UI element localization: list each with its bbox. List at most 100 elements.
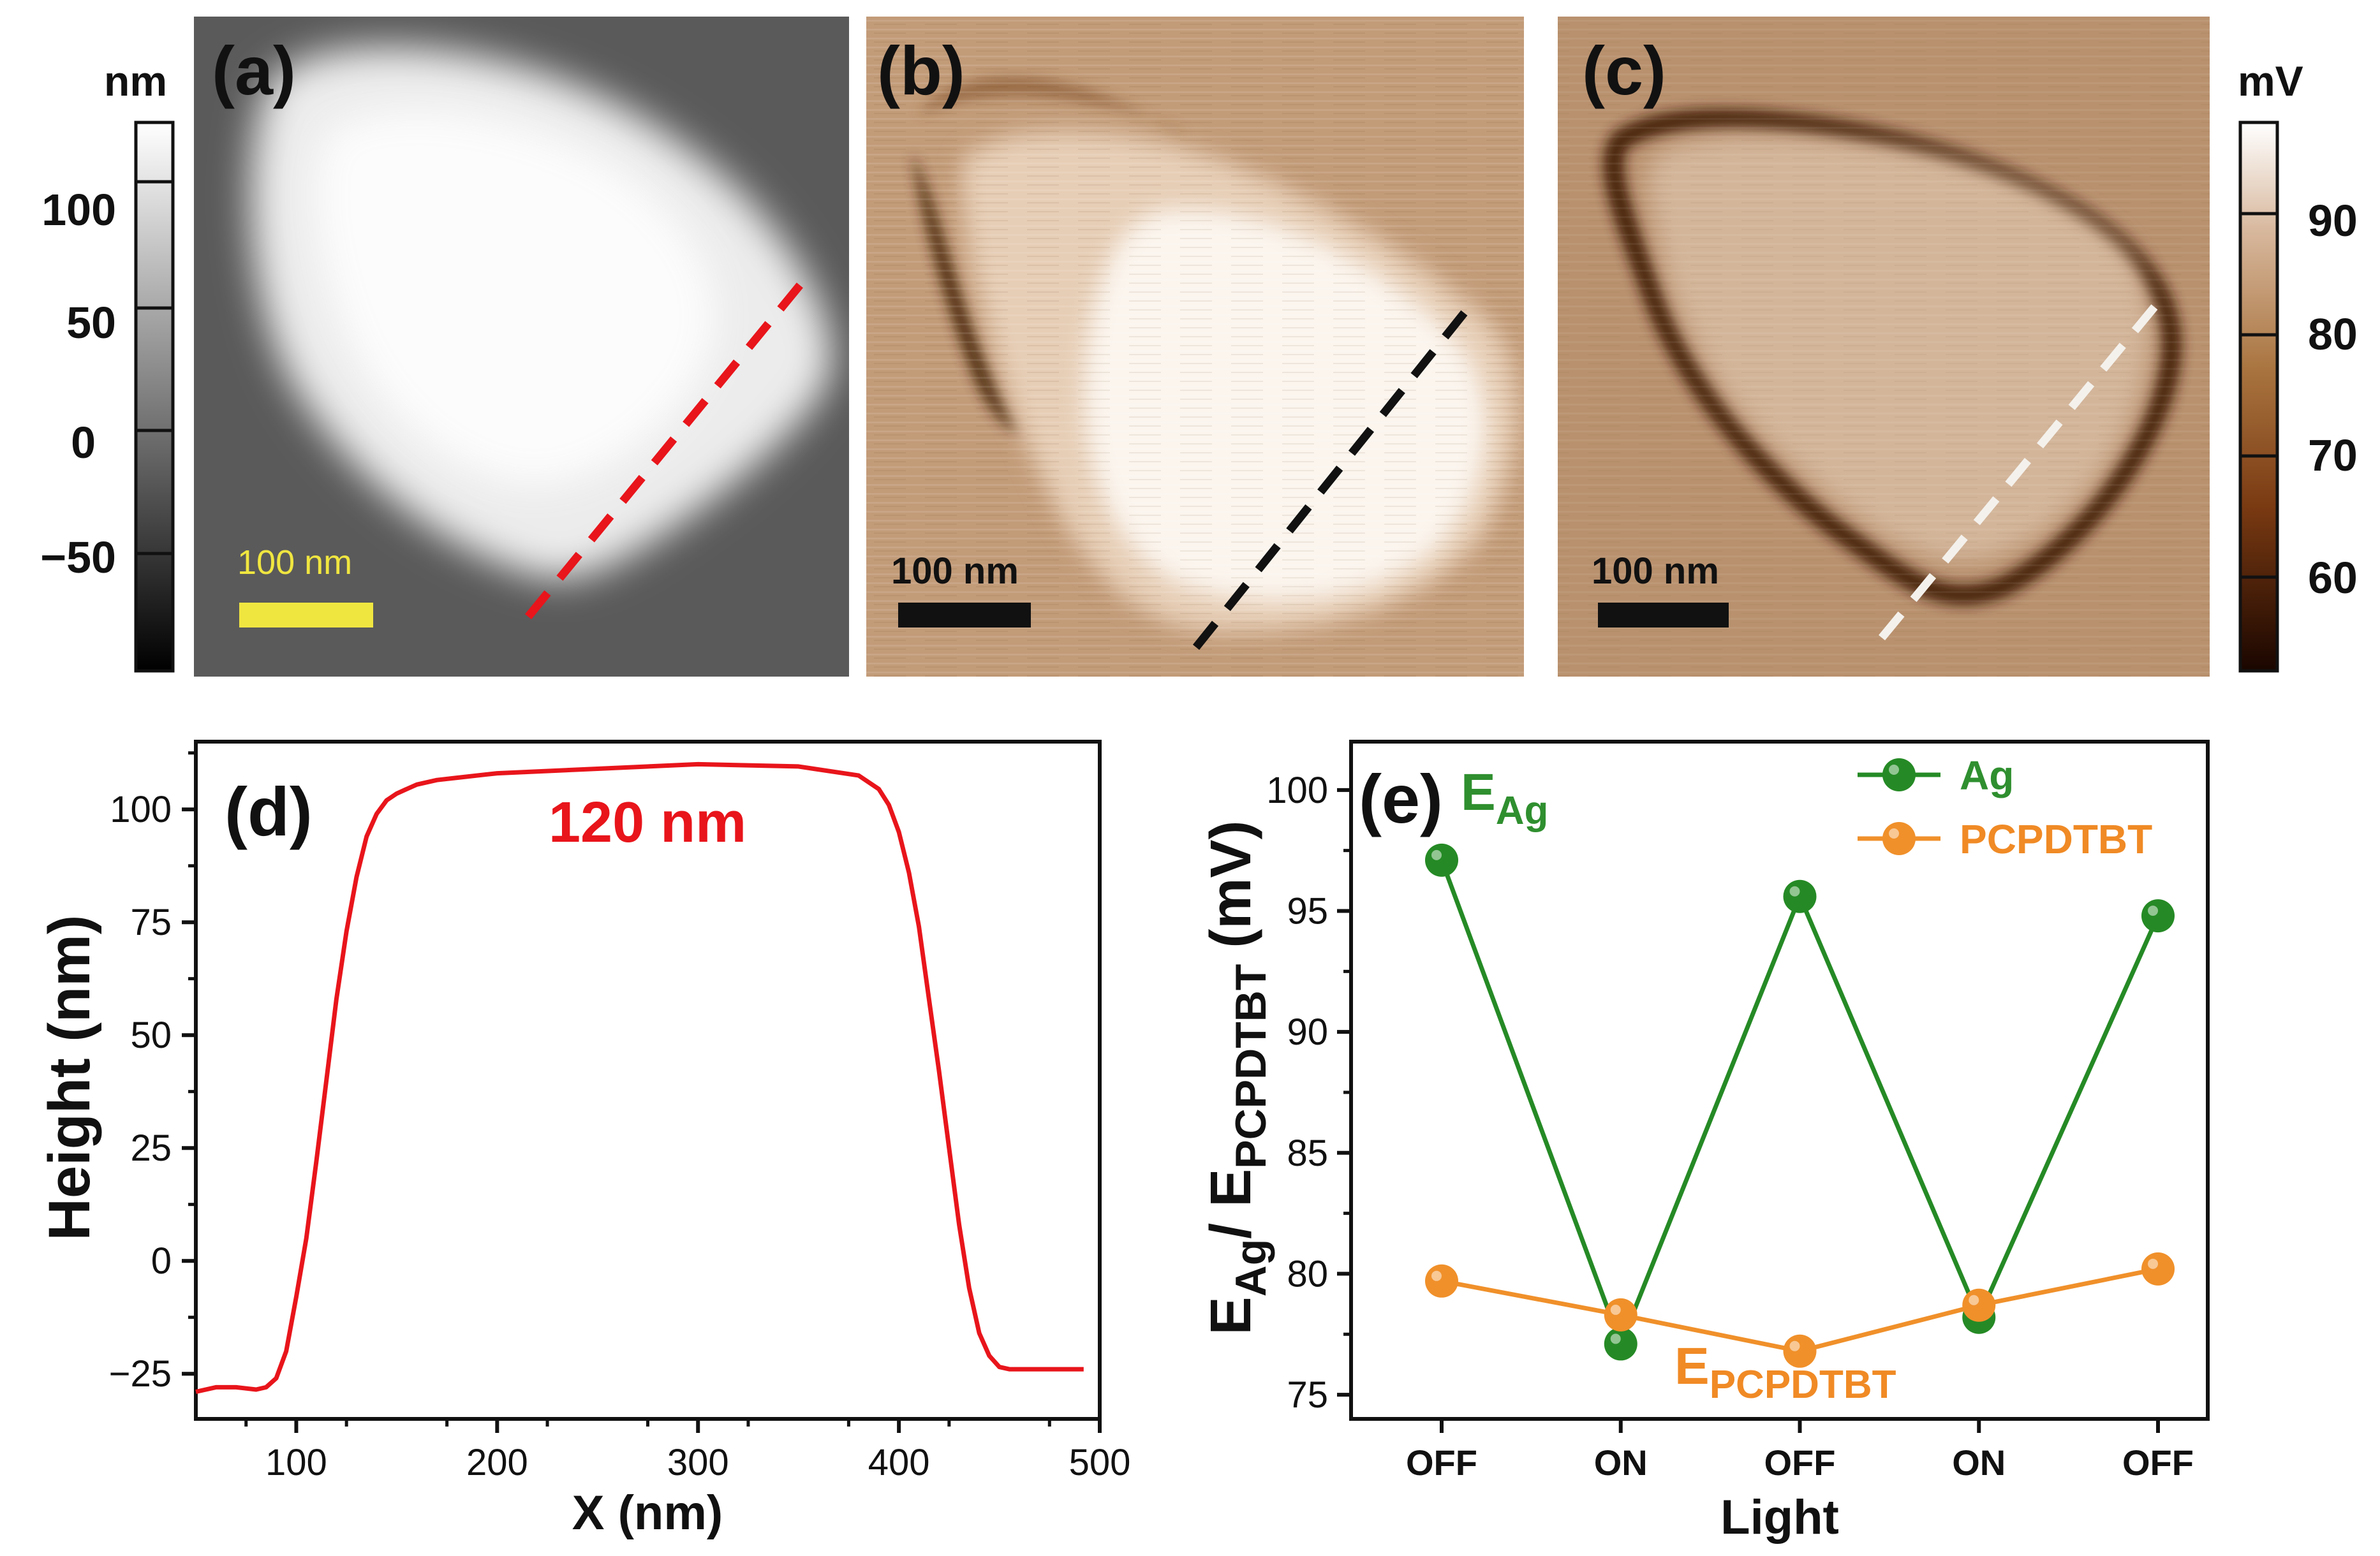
particle-top-highlight bbox=[314, 110, 716, 485]
panel-b: (b) 100 nm bbox=[866, 17, 1524, 677]
chart-e-line-ag bbox=[1439, 859, 2161, 1351]
chart-d-ytick-label: −25 bbox=[109, 1353, 172, 1395]
chart-e-point-highlight bbox=[1610, 1304, 1621, 1315]
chart-e-panel-label: (e) bbox=[1359, 760, 1443, 837]
chart-d-xtick-label: 200 bbox=[466, 1442, 528, 1483]
chart-e-point-highlight bbox=[1431, 849, 1442, 860]
chart-d-xtick-label: 100 bbox=[265, 1442, 327, 1483]
chart-e-xtick-label: ON bbox=[1952, 1442, 2006, 1483]
colorbar-height-unit: nm bbox=[104, 57, 167, 105]
colorbar-potential: mV 90 80 70 60 bbox=[2238, 57, 2358, 673]
colorbar-height-bar bbox=[134, 121, 175, 673]
chart-e-point-pcpdtbt bbox=[1962, 1288, 1996, 1322]
chart-e-ylabel-e: E bbox=[1199, 1296, 1263, 1335]
chart-e-ytick-label: 85 bbox=[1287, 1133, 1328, 1174]
chart-e-point-highlight bbox=[2148, 906, 2158, 916]
chart-e-annotation-pcp-sub: PCPDTBT bbox=[1710, 1363, 1896, 1407]
chart-e-annotation-ag-sub: Ag bbox=[1496, 789, 1549, 833]
chart-e-annotation-pcp-e: E bbox=[1674, 1337, 1710, 1395]
chart-e-xtick-label: OFF bbox=[2122, 1442, 2194, 1483]
panel-b-scalebar bbox=[898, 603, 1031, 628]
colorbar-potential-tick-80: 80 bbox=[2308, 309, 2358, 359]
colorbar-potential-unit: mV bbox=[2238, 57, 2303, 105]
colorbar-potential-bar bbox=[2238, 121, 2279, 673]
chart-e-ticks: OFF ON OFF ON OFF 75 80 85 90 95 100 bbox=[1266, 770, 2194, 1483]
chart-e-xtick-label: ON bbox=[1594, 1442, 1648, 1483]
panel-a-scalebar-label: 100 nm bbox=[237, 543, 352, 582]
chart-e-ylabel-mid: / E bbox=[1199, 1169, 1263, 1239]
panel-b-scan-lines bbox=[866, 17, 1524, 677]
chart-d-annotation: 120 nm bbox=[549, 791, 746, 855]
chart-d-ytick-label: 100 bbox=[110, 789, 172, 830]
chart-e-ylabel-sub-ag: Ag bbox=[1227, 1239, 1275, 1297]
legend-pcp-label: PCPDTBT bbox=[1960, 816, 2152, 862]
chart-e-point-highlight bbox=[1610, 1333, 1621, 1344]
chart-e-series bbox=[1425, 843, 2175, 1368]
panel-c-scalebar-label: 100 nm bbox=[1592, 550, 1719, 592]
chart-e-point-highlight bbox=[1431, 1270, 1442, 1281]
colorbar-height-tick-50: 50 bbox=[66, 298, 116, 348]
chart-d-ylabel: Height (nm) bbox=[37, 914, 102, 1240]
chart-e-point-ag bbox=[1604, 1327, 1637, 1361]
legend-pcp-marker bbox=[1882, 822, 1916, 855]
panel-c: (c) 100 nm bbox=[1558, 17, 2210, 677]
chart-e-point-ag bbox=[1783, 879, 1817, 913]
chart-e-point-pcpdtbt bbox=[1604, 1298, 1637, 1332]
panel-a-profile-line bbox=[524, 271, 813, 620]
panel-a: (a) 100 nm bbox=[194, 17, 849, 677]
chart-e-ytick-label: 95 bbox=[1287, 891, 1328, 932]
chart-e-point-ag bbox=[1425, 843, 1458, 877]
chart-d-xlabel: X (nm) bbox=[572, 1486, 723, 1540]
chart-e-ytick-label: 80 bbox=[1287, 1253, 1328, 1295]
chart-e-ylabel-end: (mV) bbox=[1199, 821, 1263, 964]
chart-e-point-highlight bbox=[1969, 1295, 1979, 1305]
legend-ag-label: Ag bbox=[1960, 752, 2014, 798]
chart-d-xtick-label: 400 bbox=[868, 1442, 930, 1483]
panel-a-label: (a) bbox=[212, 32, 296, 109]
chart-e-xtick-label: OFF bbox=[1406, 1442, 1477, 1483]
chart-e-point-highlight bbox=[1789, 886, 1800, 897]
chart-d-ticks: 100 200 300 400 500 −25 0 25 50 75 100 bbox=[109, 751, 1131, 1483]
chart-d-xtick-label: 500 bbox=[1069, 1442, 1131, 1483]
panel-a-scalebar bbox=[239, 603, 373, 628]
chart-e-point-pcpdtbt bbox=[2141, 1252, 2175, 1286]
chart-d-panel-label: (d) bbox=[225, 773, 313, 850]
legend-ag-marker bbox=[1882, 758, 1916, 791]
chart-e-legend: Ag PCPDTBT bbox=[1858, 752, 2152, 862]
panel-c-scalebar bbox=[1598, 603, 1729, 628]
chart-e-annotation-pcp: EPCPDTBT bbox=[1674, 1337, 1896, 1407]
colorbar-potential-tick-90: 90 bbox=[2308, 196, 2358, 246]
chart-e-point-highlight bbox=[1789, 1340, 1800, 1351]
panel-b-label: (b) bbox=[877, 32, 965, 109]
colorbar-height-tick-100: 100 bbox=[41, 185, 116, 235]
colorbar-potential-tick-70: 70 bbox=[2308, 430, 2358, 480]
chart-d-height-profile bbox=[195, 761, 1084, 1394]
chart-e-ytick-label: 100 bbox=[1266, 770, 1328, 811]
chart-e-frame bbox=[1349, 740, 2210, 1421]
chart-e-point-highlight bbox=[2148, 1258, 2158, 1269]
chart-e-xlabel: Light bbox=[1720, 1490, 1839, 1545]
chart-d-ytick-label: 75 bbox=[130, 902, 172, 943]
chart-e-ytick-label: 90 bbox=[1287, 1011, 1328, 1053]
chart-e-ylabel: EAg/ EPCPDTBT (mV) bbox=[1199, 821, 1275, 1335]
chart-e-annotation-ag-e: E bbox=[1461, 763, 1496, 821]
colorbar-height-tick-neg50: −50 bbox=[40, 532, 116, 582]
chart-e-point-pcpdtbt bbox=[1425, 1264, 1458, 1298]
chart-d-ytick-label: 25 bbox=[130, 1127, 172, 1169]
colorbar-height: nm 100 50 0 −50 bbox=[40, 57, 175, 673]
panel-c-scan-lines bbox=[1558, 17, 2210, 677]
chart-e-point-ag bbox=[2141, 899, 2175, 933]
panel-c-label: (c) bbox=[1582, 32, 1666, 109]
panel-c-profile-line bbox=[1878, 290, 2169, 641]
panel-b-profile-line bbox=[1192, 297, 1479, 650]
chart-e-ytick-label: 75 bbox=[1287, 1374, 1328, 1416]
chart-d-xtick-label: 300 bbox=[667, 1442, 729, 1483]
colorbar-height-tick-0: 0 bbox=[71, 418, 96, 467]
chart-e-ylabel-sub-pcp: PCPDTBT bbox=[1227, 964, 1275, 1169]
chart-d-ytick-label: 50 bbox=[130, 1015, 172, 1056]
colorbar-potential-tick-60: 60 bbox=[2308, 553, 2358, 603]
chart-d-ytick-label: 0 bbox=[151, 1240, 172, 1282]
